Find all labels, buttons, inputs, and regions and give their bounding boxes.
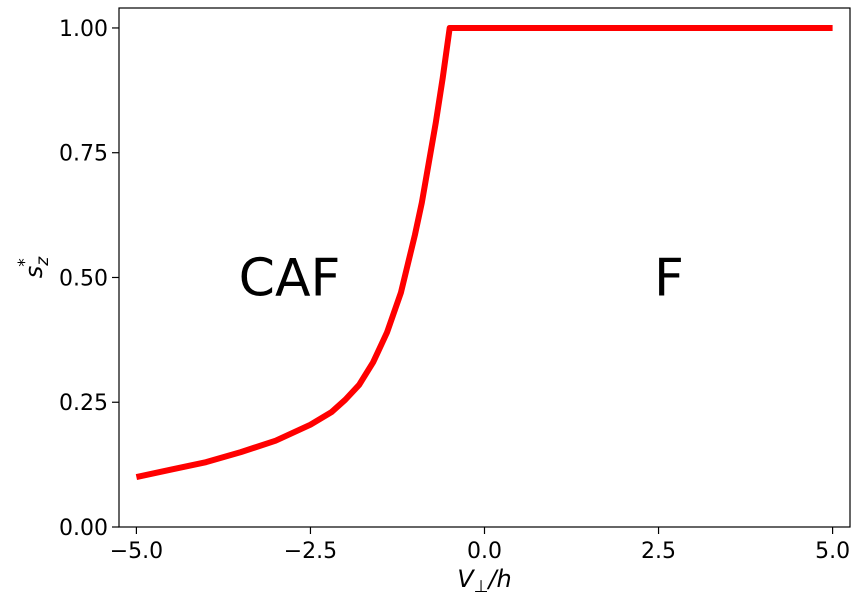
y-tick-label: 1.00: [59, 17, 108, 42]
y-axis-title: sz*: [15, 256, 53, 279]
series-line: [135, 24, 833, 481]
y-tick-label: 0.50: [59, 266, 108, 291]
plot-layer: −5.0 −2.5 0.0 2.5 5.0 0.00 0.25 0.50 0.75 1.00 CAF…: [15, 7, 851, 597]
y-axis-title-subscript: z: [33, 256, 53, 267]
x-axis-title-suffix: /h: [486, 565, 511, 593]
y-tick-label: 0.75: [59, 142, 108, 167]
x-tick-label: −2.5: [284, 539, 337, 564]
y-axis-title-main: s: [20, 266, 48, 279]
x-tick-label: 0.0: [467, 539, 502, 564]
x-tick-label: −5.0: [110, 539, 163, 564]
x-axis-title-subscript: ⊥: [474, 577, 489, 597]
y-axis-title-superscript: *: [15, 258, 35, 267]
x-tick-label: 2.5: [641, 539, 676, 564]
y-tick-label: 0.00: [59, 516, 108, 541]
x-axis-title: V⊥/h: [457, 565, 512, 597]
y-tick-label: 0.25: [59, 391, 108, 416]
x-axis-title-main: V: [457, 565, 475, 593]
region-label: CAF: [239, 248, 341, 308]
x-tick-label: 5.0: [815, 539, 850, 564]
region-label: F: [654, 248, 684, 308]
